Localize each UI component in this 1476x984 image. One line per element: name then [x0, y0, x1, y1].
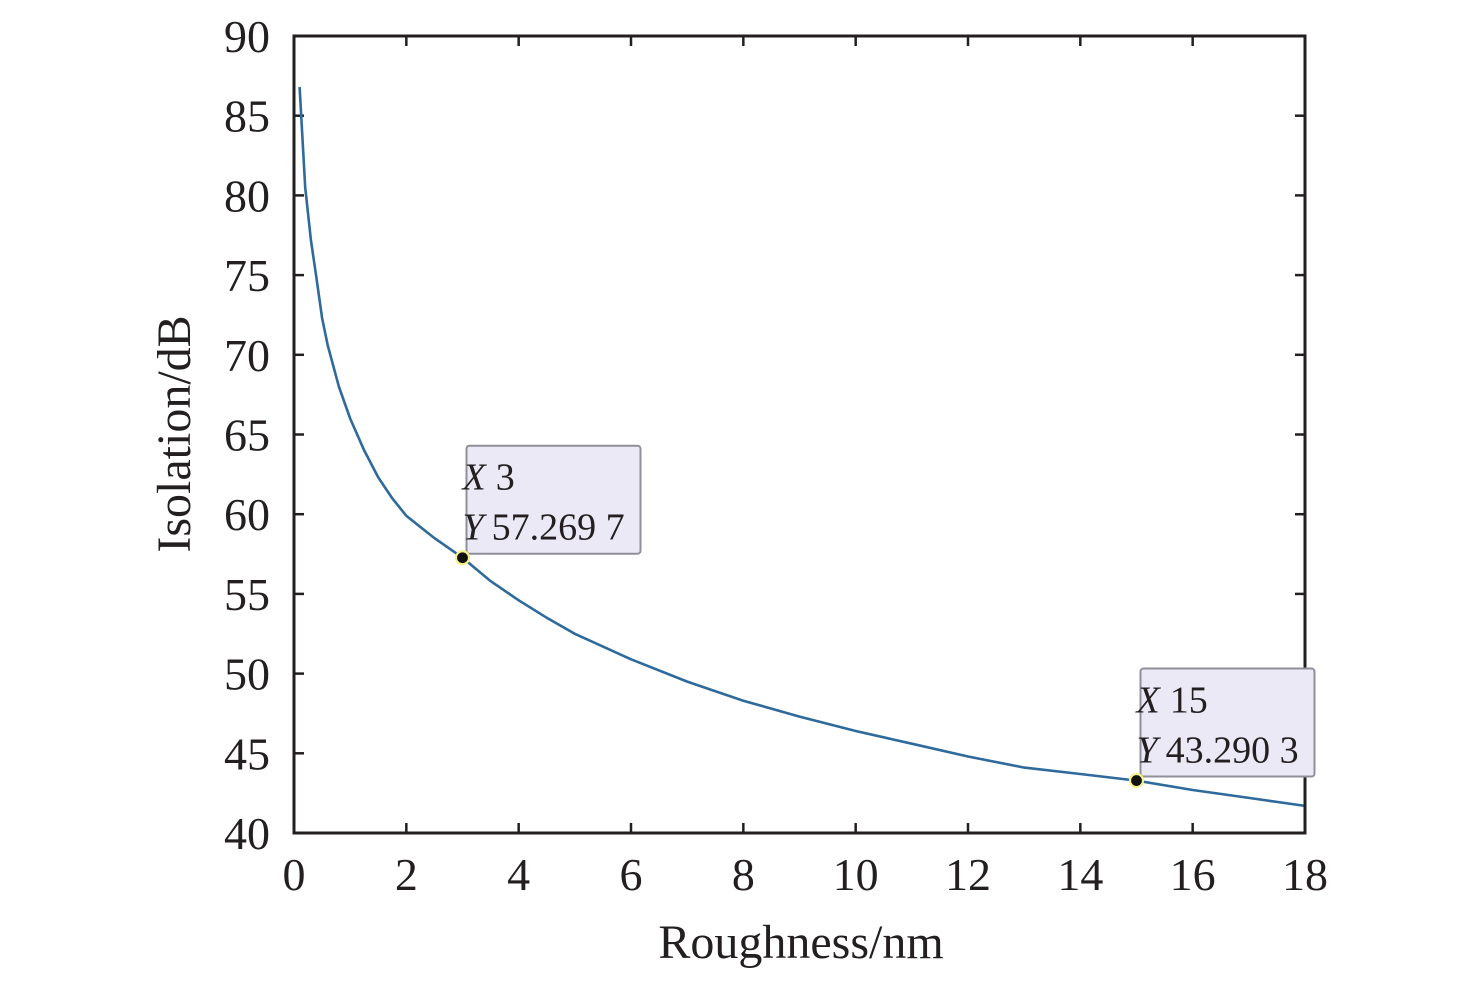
x-tick-label: 12 — [945, 849, 991, 900]
x-tick-label: 4 — [507, 849, 530, 900]
datatip-y-line: Y 43.290 3 — [1137, 730, 1299, 772]
datatip-box — [1139, 667, 1316, 778]
datatip-y-key: Y — [463, 507, 488, 549]
series-line — [298, 86, 1306, 808]
y-tick-label: 40 — [224, 808, 270, 859]
y-tick-label: 90 — [224, 11, 270, 62]
x-tick-label: 10 — [833, 849, 879, 900]
x-tick-label: 14 — [1057, 849, 1103, 900]
tick-labels: 0 2 4 6 8 10 12 14 16 18 40 45 50 55 60 65 70 75 80 85 90 — [224, 11, 1328, 900]
datatip-x-line: X 15 — [1135, 680, 1208, 722]
x-axis-title: Roughness/nm — [658, 916, 943, 969]
datatip-marker — [454, 550, 471, 566]
x-tick-label: 0 — [283, 849, 306, 900]
y-tick-label: 65 — [224, 410, 270, 461]
x-tick-label: 8 — [732, 849, 755, 900]
y-tick-label: 45 — [224, 728, 270, 779]
y-tick-label: 80 — [224, 170, 270, 221]
datatip-x-key: X — [1135, 680, 1162, 722]
datatip-y-line: Y 57.269 7 — [463, 507, 625, 549]
datatip-x-value: 3 — [496, 457, 515, 499]
plot-background — [294, 36, 1305, 833]
y-tick-label: 50 — [224, 649, 270, 700]
y-axis-title: Isolation/dB — [148, 315, 201, 552]
y-tick-label: 70 — [224, 330, 270, 381]
datatip-y-key: Y — [1137, 730, 1162, 772]
x-tick-label: 2 — [395, 849, 418, 900]
plot-frame — [292, 34, 1307, 835]
x-tick-label: 18 — [1282, 849, 1328, 900]
datatip-marker — [1128, 772, 1145, 789]
datatip-x-value: 15 — [1170, 680, 1208, 722]
datatip-box — [465, 444, 642, 555]
x-tick-label: 6 — [620, 849, 643, 900]
datatip-y-value: 57.269 7 — [492, 507, 625, 549]
datatip[interactable]: X 15Y 43.290 3 — [1128, 667, 1316, 789]
y-tick-label: 60 — [224, 489, 270, 540]
datatip-x-key: X — [461, 457, 488, 499]
datatip-y-value: 43.290 3 — [1166, 730, 1299, 772]
y-tick-label: 75 — [224, 250, 270, 301]
x-tick-label: 16 — [1170, 849, 1216, 900]
y-tick-label: 55 — [224, 569, 270, 620]
datatips: X 3Y 57.269 7X 15Y 43.290 3 — [454, 444, 1316, 789]
datatip[interactable]: X 3Y 57.269 7 — [454, 444, 642, 566]
y-tick-label: 85 — [224, 91, 270, 142]
